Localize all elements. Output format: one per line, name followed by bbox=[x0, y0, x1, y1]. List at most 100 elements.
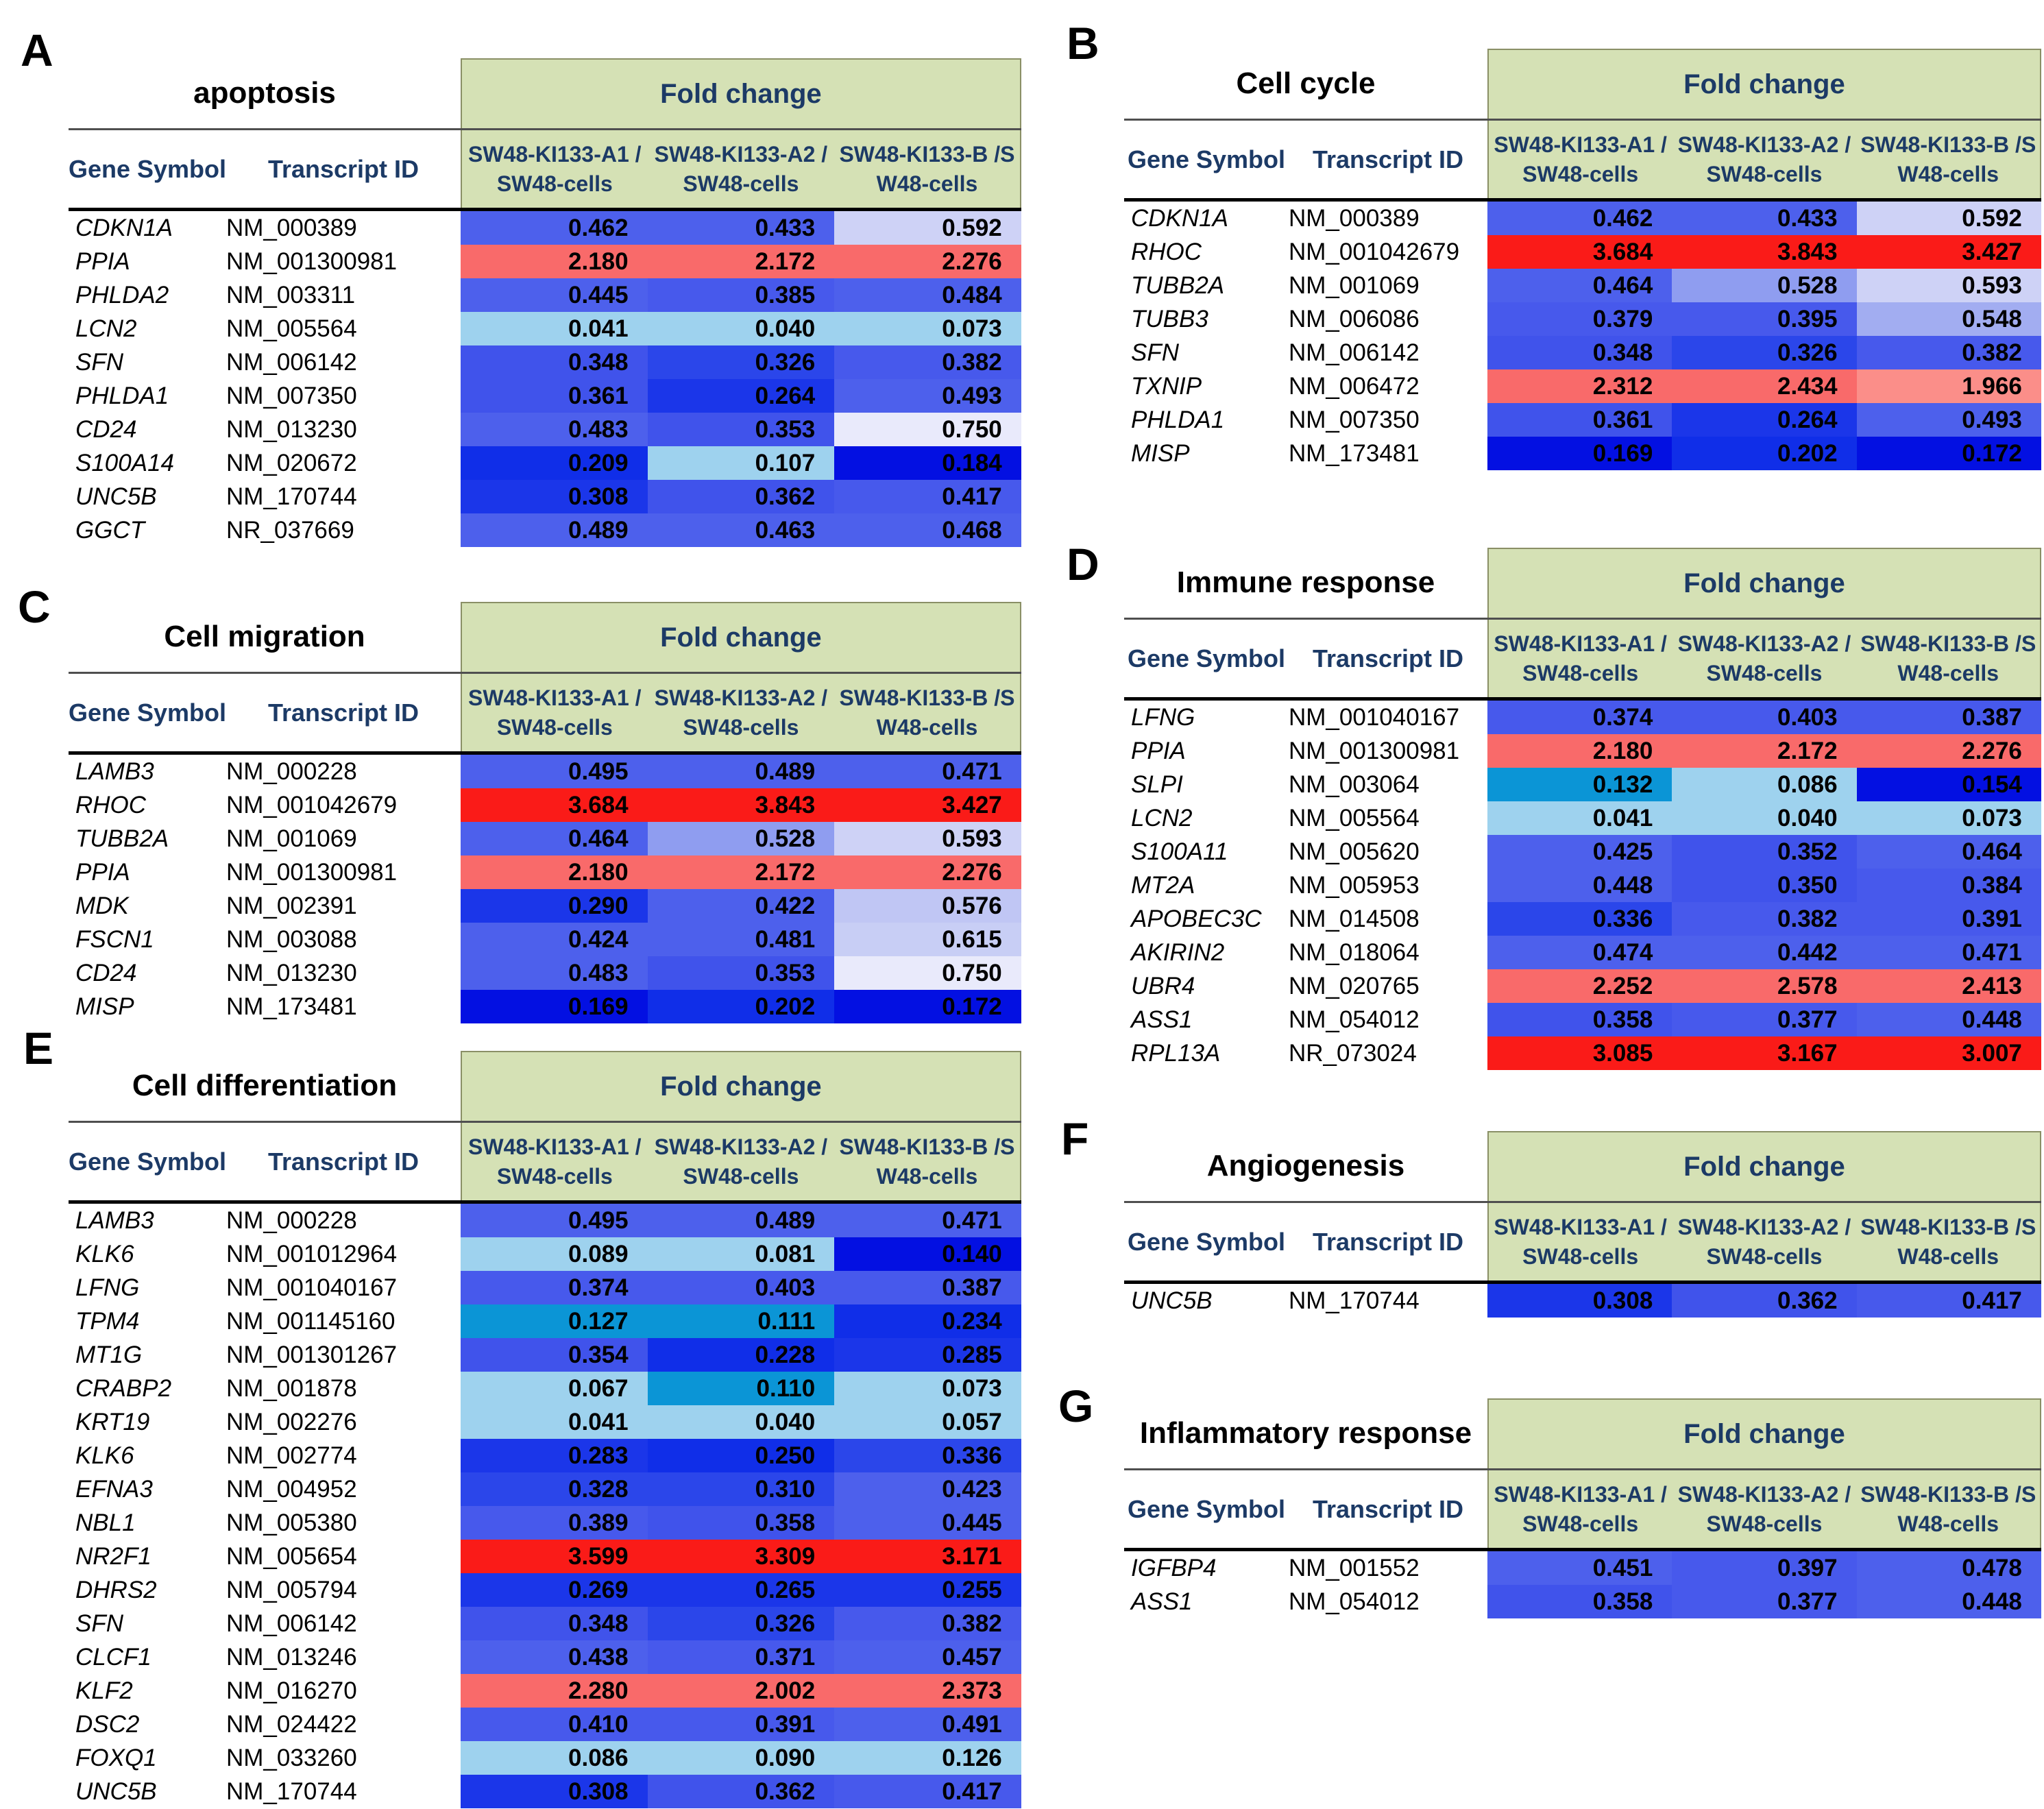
column-header: SW48-KI133-B /S W48-cells bbox=[834, 1123, 1021, 1200]
panel-title: Cell differentiation bbox=[132, 1069, 398, 1102]
fold-change-value-cell: 0.397 bbox=[1672, 1551, 1857, 1585]
transcript-id-cell: NM_001878 bbox=[226, 1375, 357, 1402]
gene-symbol-cell: SFN bbox=[75, 349, 123, 376]
transcript-id-cell: NM_001552 bbox=[1289, 1555, 1420, 1581]
fold-change-value-cell: 0.448 bbox=[1856, 1585, 2041, 1618]
transcript-id-cell: NM_001300981 bbox=[226, 248, 398, 275]
table-row: CLCF1 NM_013246 0.438 0.371 0.457 bbox=[69, 1640, 1021, 1674]
fold-change-value-cell: 0.528 bbox=[647, 822, 835, 855]
fold-change-value-cell: 0.593 bbox=[834, 822, 1021, 855]
fold-change-value-cell: 0.391 bbox=[1856, 902, 2041, 936]
fold-change-value-cell: 0.140 bbox=[834, 1237, 1021, 1271]
column-header: SW48-KI133-A1 / SW48-cells bbox=[461, 674, 648, 751]
column-header-line2: W48-cells bbox=[876, 714, 978, 740]
table-row: PPIA NM_001300981 2.180 2.172 2.276 bbox=[69, 245, 1021, 278]
fold-change-value-cell: 0.422 bbox=[647, 889, 835, 923]
table-row: RHOC NM_001042679 3.684 3.843 3.427 bbox=[1124, 235, 2041, 269]
transcript-id-cell: NM_054012 bbox=[1289, 1588, 1420, 1615]
table-row: NR2F1 NM_005654 3.599 3.309 3.171 bbox=[69, 1540, 1021, 1573]
column-header-line2: SW48-cells bbox=[683, 171, 799, 196]
gene-symbol-cell: S100A11 bbox=[1131, 838, 1228, 865]
fold-change-value-cell: 0.462 bbox=[461, 211, 648, 245]
column-header-line1: SW48-KI133-B /S bbox=[839, 685, 1015, 711]
fold-change-value-cell: 0.358 bbox=[1487, 1585, 1672, 1618]
table-row: LFNG NM_001040167 0.374 0.403 0.387 bbox=[69, 1271, 1021, 1304]
gene-symbol-header: Gene Symbol bbox=[1127, 1494, 1286, 1523]
fold-change-value-cell: 0.283 bbox=[461, 1439, 648, 1472]
column-header: SW48-KI133-B /S W48-cells bbox=[1856, 1470, 2041, 1548]
table-row: CD24 NM_013230 0.483 0.353 0.750 bbox=[69, 956, 1021, 990]
gene-symbol-cell: PPIA bbox=[1131, 738, 1186, 764]
transcript-id-cell: NM_006142 bbox=[1289, 339, 1420, 366]
panel-title: Cell migration bbox=[164, 620, 365, 653]
column-header-line2: SW48-cells bbox=[1522, 1243, 1639, 1269]
column-header-line1: SW48-KI133-A1 / bbox=[1494, 1482, 1667, 1507]
fold-change-value-cell: 0.336 bbox=[834, 1439, 1021, 1472]
fold-change-value-cell: 0.172 bbox=[834, 990, 1021, 1023]
gene-symbol-cell: KLK6 bbox=[75, 1241, 134, 1267]
gene-symbol-cell: MISP bbox=[1131, 440, 1190, 467]
fold-change-value-cell: 0.377 bbox=[1672, 1003, 1857, 1036]
fold-change-value-cell: 2.172 bbox=[647, 245, 835, 278]
gene-symbol-cell: S100A14 bbox=[75, 450, 175, 476]
table-row: CD24 NM_013230 0.483 0.353 0.750 bbox=[69, 413, 1021, 446]
gene-symbol-cell: AKIRIN2 bbox=[1131, 939, 1225, 966]
transcript-id-cell: NM_003064 bbox=[1289, 771, 1420, 798]
transcript-id-cell: NM_000228 bbox=[226, 758, 357, 785]
column-header-line1: SW48-KI133-A1 / bbox=[1494, 132, 1667, 158]
fold-change-value-cell: 0.228 bbox=[647, 1338, 835, 1372]
fold-change-value-cell: 0.424 bbox=[461, 923, 648, 956]
fold-change-value-cell: 0.391 bbox=[647, 1708, 835, 1741]
fold-change-value-cell: 0.374 bbox=[461, 1271, 648, 1304]
transcript-id-cell: NM_002391 bbox=[226, 893, 357, 919]
transcript-id-cell: NM_007350 bbox=[1289, 406, 1420, 433]
fold-change-value-cell: 3.599 bbox=[461, 1540, 648, 1573]
fold-change-value-cell: 0.395 bbox=[1672, 302, 1857, 336]
transcript-id-cell: NM_013246 bbox=[226, 1644, 357, 1671]
column-header: SW48-KI133-A1 / SW48-cells bbox=[1487, 1470, 1672, 1548]
fold-change-value-cell: 0.353 bbox=[647, 956, 835, 990]
transcript-id-cell: NM_005794 bbox=[226, 1577, 357, 1603]
transcript-id-cell: NM_000389 bbox=[1289, 205, 1420, 232]
gene-symbol-cell: ASS1 bbox=[1131, 1588, 1193, 1615]
fold-change-value-cell: 2.312 bbox=[1487, 369, 1672, 403]
fold-change-value-cell: 0.448 bbox=[1487, 869, 1672, 902]
column-header-row: Gene Symbol Transcript ID SW48-KI133-A1 /S… bbox=[1124, 1203, 2041, 1284]
fold-change-value-cell: 2.276 bbox=[1856, 734, 2041, 768]
panel-immune-response: Immune response Fold change Gene Symbol Tra… bbox=[1124, 548, 2041, 1070]
table-row: LAMB3 NM_000228 0.495 0.489 0.471 bbox=[69, 755, 1021, 788]
table-row: KLF2 NM_016270 2.280 2.002 2.373 bbox=[69, 1674, 1021, 1708]
fold-change-header: Fold change bbox=[461, 1051, 1021, 1121]
column-header-row: Gene Symbol Transcript ID SW48-KI133-A1 /S… bbox=[1124, 620, 2041, 701]
gene-symbol-cell: PPIA bbox=[75, 859, 130, 886]
fold-change-value-cell: 0.086 bbox=[461, 1741, 648, 1775]
panel-letter-c: C bbox=[18, 581, 51, 632]
table-row: RHOC NM_001042679 3.684 3.843 3.427 bbox=[69, 788, 1021, 822]
transcript-id-cell: NM_001301267 bbox=[226, 1341, 398, 1368]
gene-symbol-cell: APOBEC3C bbox=[1131, 906, 1262, 932]
column-header: SW48-KI133-A2 / SW48-cells bbox=[647, 130, 835, 208]
transcript-id-header: Transcript ID bbox=[1312, 1494, 1464, 1523]
fold-change-value-cell: 0.387 bbox=[834, 1271, 1021, 1304]
gene-symbol-cell: CDKN1A bbox=[75, 215, 173, 241]
transcript-id-cell: NM_004952 bbox=[226, 1476, 357, 1503]
gene-symbol-header: Gene Symbol bbox=[68, 1147, 227, 1176]
fold-change-value-cell: 0.352 bbox=[1672, 835, 1857, 869]
gene-symbol-cell: UNC5B bbox=[1131, 1287, 1213, 1314]
fold-change-value-cell: 0.433 bbox=[1672, 202, 1857, 235]
gene-symbol-header: Gene Symbol bbox=[68, 154, 227, 183]
gene-symbol-cell: LCN2 bbox=[1131, 805, 1193, 831]
table-row: RPL13A NR_073024 3.085 3.167 3.007 bbox=[1124, 1036, 2041, 1070]
table-row: FSCN1 NM_003088 0.424 0.481 0.615 bbox=[69, 923, 1021, 956]
transcript-id-cell: NM_006142 bbox=[226, 1610, 357, 1637]
table-row: NBL1 NM_005380 0.389 0.358 0.445 bbox=[69, 1506, 1021, 1540]
gene-symbol-cell: UNC5B bbox=[75, 483, 157, 510]
fold-change-value-cell: 0.448 bbox=[1856, 1003, 2041, 1036]
panel-cell-migration: Cell migration Fold change Gene Symbol Tran… bbox=[69, 602, 1021, 1023]
panel-inflammatory-response: Inflammatory response Fold change Gene Sym… bbox=[1124, 1398, 2041, 1618]
gene-symbol-cell: CLCF1 bbox=[75, 1644, 151, 1671]
fold-change-value-cell: 2.373 bbox=[834, 1674, 1021, 1708]
fold-change-value-cell: 0.255 bbox=[834, 1573, 1021, 1607]
panel-cell-differentiation: Cell differentiation Fold change Gene Symb… bbox=[69, 1051, 1021, 1808]
gene-symbol-cell: UNC5B bbox=[75, 1778, 157, 1805]
